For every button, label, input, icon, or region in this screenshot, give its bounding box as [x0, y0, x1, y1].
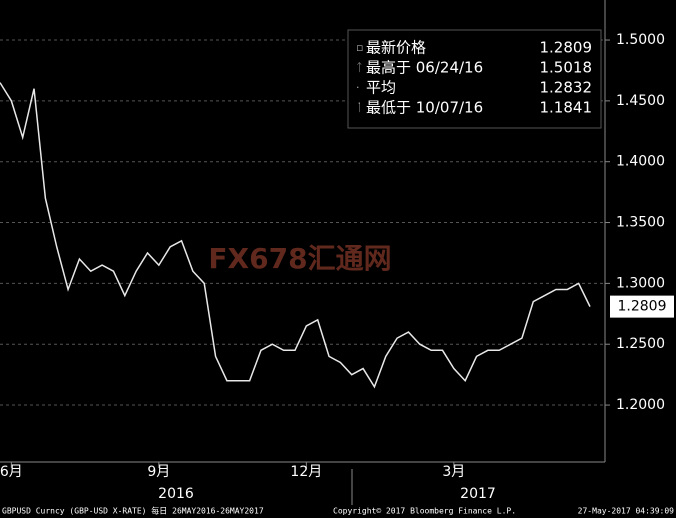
legend-value: 1.2809: [540, 39, 593, 57]
x-tick-label: 6月: [0, 464, 23, 480]
legend-label: 平均: [366, 79, 396, 97]
x-tick-label: 3月: [442, 464, 465, 480]
legend-value: 1.1841: [540, 99, 593, 117]
y-tick-label: 1.2500: [616, 336, 665, 352]
y-tick-label: 1.3000: [616, 275, 665, 291]
watermark: FX678汇通网: [208, 242, 391, 275]
x-tick-label: 9月: [147, 464, 170, 480]
footer-right: 27-May-2017 04:39:09: [578, 507, 675, 516]
legend-icon: ᛏ: [356, 61, 363, 74]
last-price-label: 1.2809: [618, 299, 667, 315]
legend-label: 最低于 10/07/16: [366, 99, 483, 117]
legend-value: 1.5018: [540, 59, 593, 77]
legend-icon: ᛙ: [356, 101, 363, 114]
legend-value: 1.2832: [540, 79, 593, 97]
y-tick-label: 1.2000: [616, 397, 665, 413]
x-tick-label: 12月: [290, 464, 322, 480]
y-tick-label: 1.5000: [616, 32, 665, 48]
price-line: [0, 82, 591, 389]
legend-label: 最新价格: [366, 39, 426, 57]
y-tick-label: 1.4500: [616, 93, 665, 109]
legend-label: 最高于 06/24/16: [366, 59, 483, 77]
year-label: 2016: [158, 486, 194, 502]
year-label: 2017: [460, 486, 496, 502]
last-price-tag: [610, 295, 674, 318]
legend-icon: ▫: [356, 41, 363, 54]
y-tick-label: 1.4000: [616, 154, 665, 170]
y-tick-label: 1.3500: [616, 215, 665, 231]
footer-center: Copyright© 2017 Bloomberg Finance L.P.: [333, 507, 516, 516]
legend-icon: ·: [356, 81, 360, 94]
legend-box: [347, 29, 602, 129]
footer-left: GBPUSD Curncy (GBP-USD X-RATE) 每日 26MAY2…: [2, 506, 264, 516]
